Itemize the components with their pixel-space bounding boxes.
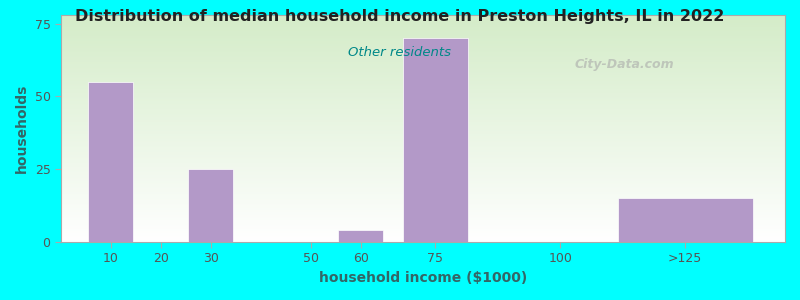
- Bar: [89, 82, 134, 242]
- X-axis label: household income ($1000): household income ($1000): [319, 271, 527, 285]
- Text: Distribution of median household income in Preston Heights, IL in 2022: Distribution of median household income …: [75, 9, 725, 24]
- Bar: [338, 230, 383, 242]
- Text: Other residents: Other residents: [349, 46, 451, 59]
- Bar: [403, 38, 468, 242]
- Text: City-Data.com: City-Data.com: [575, 58, 674, 71]
- Y-axis label: households: households: [15, 84, 29, 173]
- Bar: [188, 169, 234, 242]
- Bar: [618, 198, 753, 242]
